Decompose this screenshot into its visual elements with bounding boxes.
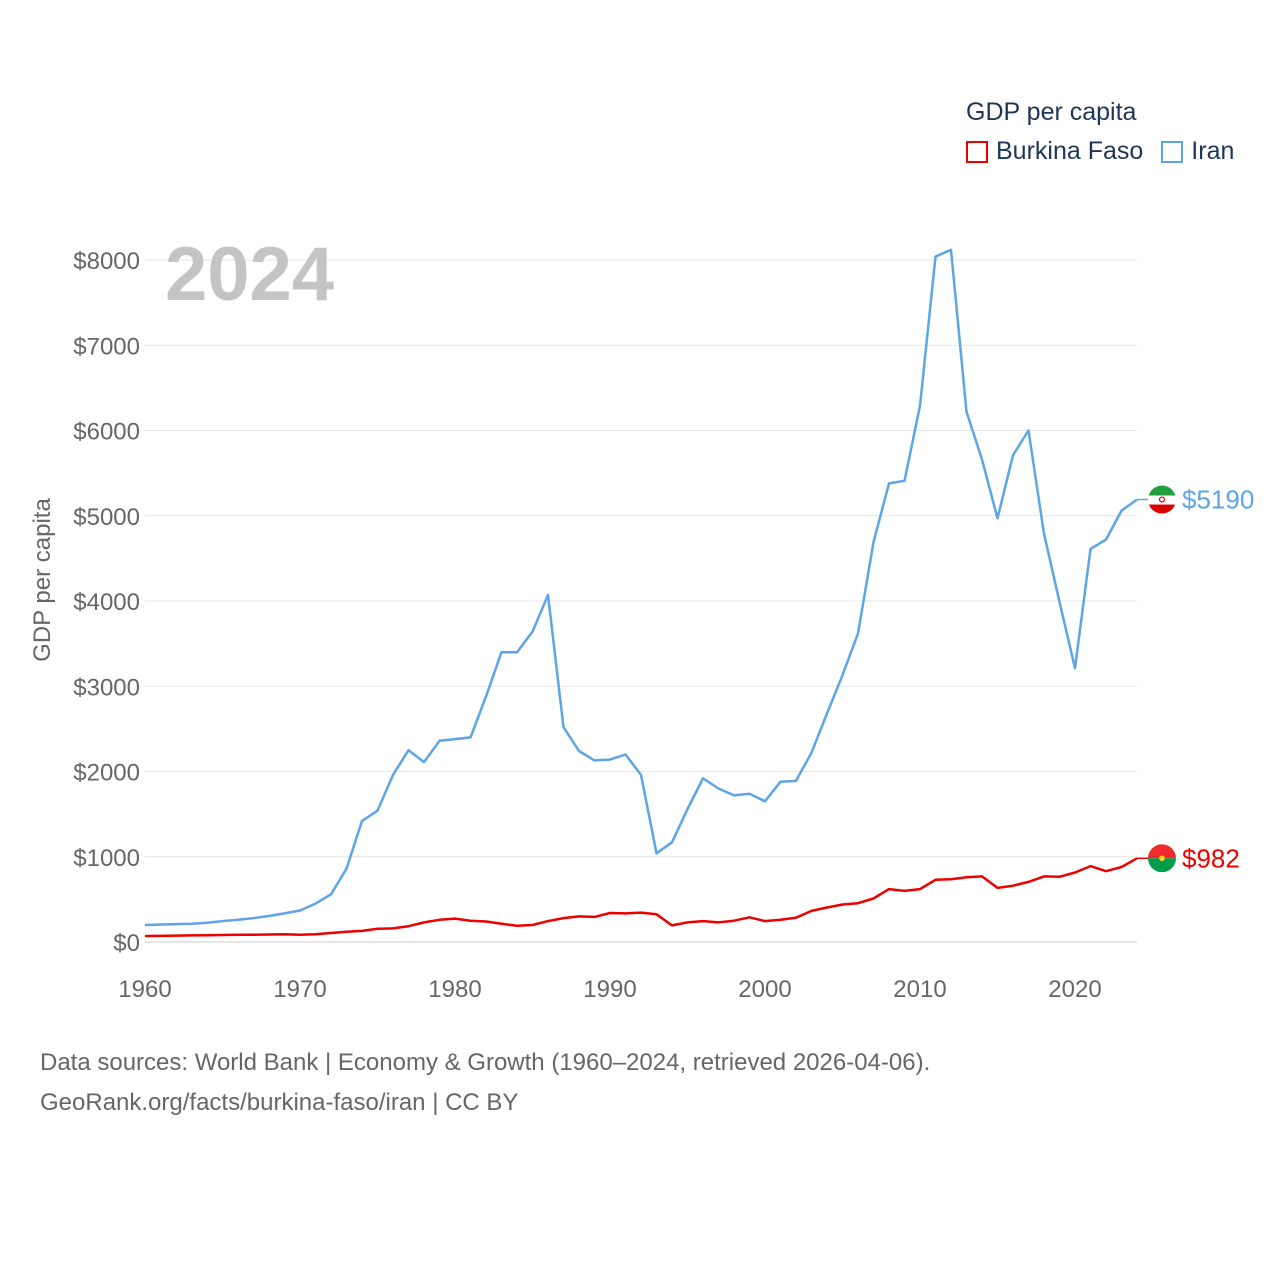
burkina-faso-flag-icon <box>1148 844 1176 873</box>
grid <box>145 259 1137 943</box>
y-tick-label: $3000 <box>73 674 140 701</box>
legend-item-iran[interactable]: Iran <box>1161 137 1234 166</box>
y-axis-label: GDP per capita <box>29 498 56 662</box>
end-label-burkina-faso: $982 <box>1182 843 1240 873</box>
end-markers: $5190 $982 <box>1137 485 1254 873</box>
y-tick-label: $7000 <box>73 333 140 360</box>
legend-swatch-iran <box>1161 140 1184 163</box>
legend-swatch-burkina-faso <box>966 140 988 163</box>
series-line-burkina-faso <box>144 857 1138 938</box>
y-tick-label: $8000 <box>73 248 140 275</box>
legend-item-burkina-faso[interactable]: Burkina Faso <box>966 137 1143 166</box>
y-tick-label: $5000 <box>73 504 140 531</box>
x-tick-label: 1970 <box>273 976 326 1003</box>
attribution-link[interactable]: GeoRank.org/facts/burkina-faso/iran | CC… <box>40 1089 519 1116</box>
x-tick-label: 2020 <box>1048 976 1101 1003</box>
legend: GDP per capita Burkina Faso Iran <box>966 98 1252 166</box>
y-tick-label: $4000 <box>73 589 140 616</box>
gdp-line-chart: 2024 $0 $1000 $2000 $3000 $4000 $5000 $6000 $70… <box>29 232 1254 1003</box>
x-tick-label: 1960 <box>118 976 171 1003</box>
footer: Data sources: World Bank | Economy & Gro… <box>40 1043 930 1123</box>
legend-label-burkina-faso: Burkina Faso <box>996 137 1144 165</box>
x-tick-label: 1990 <box>583 976 636 1003</box>
y-tick-label: $0 <box>113 930 140 957</box>
x-tick-label: 2010 <box>893 976 946 1003</box>
y-axis-ticks: $0 $1000 $2000 $3000 $4000 $5000 $6000 $7000 $80… <box>73 248 140 957</box>
end-label-iran: $5190 <box>1182 485 1254 515</box>
y-tick-label: $2000 <box>73 760 140 787</box>
series-lines <box>144 248 1138 938</box>
legend-title: GDP per capita <box>966 98 1137 126</box>
x-tick-label: 2000 <box>738 976 791 1003</box>
legend-items: Burkina Faso Iran <box>966 137 1252 166</box>
iran-flag-icon <box>1148 485 1176 514</box>
legend-label-iran: Iran <box>1191 137 1235 165</box>
series-line-iran <box>144 248 1138 927</box>
data-source-text: Data sources: World Bank | Economy & Gro… <box>40 1049 931 1076</box>
x-axis-ticks: 1960 1970 1980 1990 2000 2010 2020 <box>118 976 1101 1003</box>
y-tick-label: $6000 <box>73 419 140 446</box>
y-tick-label: $1000 <box>73 845 140 872</box>
x-tick-label: 1980 <box>428 976 481 1003</box>
year-label: 2024 <box>165 232 334 317</box>
